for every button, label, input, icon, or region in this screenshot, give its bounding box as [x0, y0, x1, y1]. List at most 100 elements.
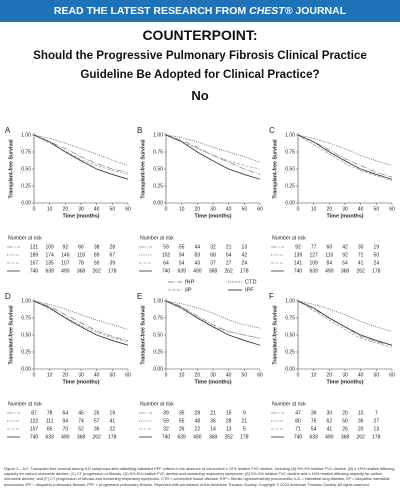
risk-count: 639 — [309, 434, 318, 440]
risk-count: 110 — [325, 252, 333, 258]
risk-count: 178 — [108, 268, 117, 274]
caption: Figure 1 – A-F, Transplant-free survival… — [4, 466, 395, 487]
risk-count: 39 — [311, 410, 317, 416]
risk-count: 135 — [45, 260, 54, 266]
risk-count: 262 — [356, 434, 365, 440]
panel-label: A — [5, 126, 11, 135]
x-tick-label: 60 — [389, 372, 395, 378]
risk-count: 740 — [294, 268, 303, 274]
risk-count: 146 — [61, 252, 70, 258]
risk-count: 41 — [358, 260, 364, 266]
x-axis-label: Time (months) — [62, 213, 99, 219]
survival-curve — [33, 134, 129, 175]
risk-count: 139 — [294, 252, 303, 258]
risk-count: 262 — [92, 434, 101, 440]
risk-count: 27 — [226, 260, 232, 266]
x-tick-label: 60 — [125, 206, 131, 212]
x-tick-label: 0 — [297, 372, 300, 378]
article-title: Should the Progressive Pulmonary Fibrosi… — [33, 49, 367, 81]
legend-label: fHP — [185, 279, 195, 285]
risk-count: 67 — [110, 252, 116, 258]
y-tick-label: 0.75 — [153, 315, 163, 321]
x-tick-label: 30 — [210, 206, 216, 212]
risk-count: 490 — [193, 268, 202, 274]
risk-count: 94 — [63, 418, 69, 424]
survival-curve — [165, 300, 261, 329]
x-tick-label: 0 — [165, 372, 168, 378]
x-tick-label: 60 — [257, 206, 263, 212]
risk-count: 178 — [240, 268, 249, 274]
survival-curve — [165, 300, 261, 339]
survival-curve — [33, 300, 129, 341]
x-axis-label: Time (months) — [62, 379, 99, 385]
y-tick-label: 0.00 — [21, 200, 31, 206]
survival-curve — [33, 134, 129, 166]
x-tick-label: 60 — [257, 372, 263, 378]
risk-count: 26 — [342, 426, 348, 432]
risk-count: 9 — [243, 410, 246, 416]
x-tick-label: 50 — [110, 372, 116, 378]
survival-curve — [33, 134, 129, 180]
banner-text: JOURNAL — [292, 5, 347, 17]
x-tick-label: 10 — [311, 372, 317, 378]
legend-label: CTD — [245, 279, 257, 285]
survival-curve — [297, 300, 393, 348]
risk-count: 14 — [210, 426, 216, 432]
y-tick-label: 0.50 — [285, 332, 295, 338]
y-tick-label: 0.50 — [21, 332, 31, 338]
x-tick-label: 10 — [47, 372, 53, 378]
banner: READ THE LATEST RESEARCH FROM CHEST® JOU… — [0, 0, 400, 22]
y-tick-label: 0.50 — [21, 166, 31, 172]
risk-count: 38 — [94, 244, 100, 250]
survival-curve — [165, 300, 261, 346]
y-tick-label: 0.25 — [285, 183, 295, 189]
y-tick-label: 0.50 — [153, 166, 163, 172]
risk-count: 84 — [327, 260, 333, 266]
risk-count: 42 — [242, 252, 248, 258]
risk-count: 740 — [162, 434, 171, 440]
y-tick-label: 0.75 — [153, 149, 163, 155]
x-axis-label: Time (months) — [326, 379, 363, 385]
x-tick-label: 40 — [358, 372, 364, 378]
risk-count: 35 — [179, 410, 185, 416]
y-tick-label: 1.00 — [21, 132, 31, 138]
risk-count: 262 — [92, 268, 101, 274]
risk-count: 740 — [162, 268, 171, 274]
risk-title: Number at risk — [272, 401, 306, 407]
risk-count: 109 — [309, 260, 318, 266]
risk-count: 37 — [210, 260, 216, 266]
risk-count: 109 — [45, 244, 54, 250]
risk-count: 75 — [311, 418, 317, 424]
x-tick-label: 40 — [226, 206, 232, 212]
risk-title: Number at risk — [8, 401, 42, 407]
x-tick-label: 20 — [195, 206, 201, 212]
x-tick-label: 20 — [327, 372, 333, 378]
risk-count: 490 — [61, 268, 70, 274]
risk-count: 262 — [224, 434, 233, 440]
risk-count: 107 — [61, 260, 70, 266]
y-axis-label: Transplant-free Survival — [8, 139, 14, 199]
x-tick-label: 20 — [63, 206, 69, 212]
risk-count: 111 — [46, 418, 54, 424]
survival-curve — [165, 300, 261, 339]
risk-count: 80 — [295, 418, 301, 424]
risk-count: 71 — [295, 426, 301, 432]
banner-text: READ THE LATEST RESEARCH FROM — [53, 5, 250, 17]
risk-count: 94 — [179, 252, 185, 258]
risk-count: 368 — [341, 434, 350, 440]
risk-count: 77 — [311, 244, 317, 250]
risk-title: Number at risk — [140, 235, 174, 241]
risk-count: 19 — [374, 244, 380, 250]
answer: No — [191, 88, 209, 103]
risk-count: 13 — [226, 426, 232, 432]
y-tick-label: 0.75 — [21, 149, 31, 155]
risk-title: Number at risk — [272, 235, 306, 241]
x-axis-label: Time (months) — [194, 213, 231, 219]
x-tick-label: 60 — [389, 206, 395, 212]
y-tick-label: 0.00 — [285, 200, 295, 206]
y-axis-label: Transplant-free Survival — [140, 305, 146, 365]
risk-count: 368 — [209, 268, 218, 274]
x-tick-label: 0 — [165, 206, 168, 212]
risk-count: 55 — [179, 244, 185, 250]
x-tick-label: 30 — [210, 372, 216, 378]
